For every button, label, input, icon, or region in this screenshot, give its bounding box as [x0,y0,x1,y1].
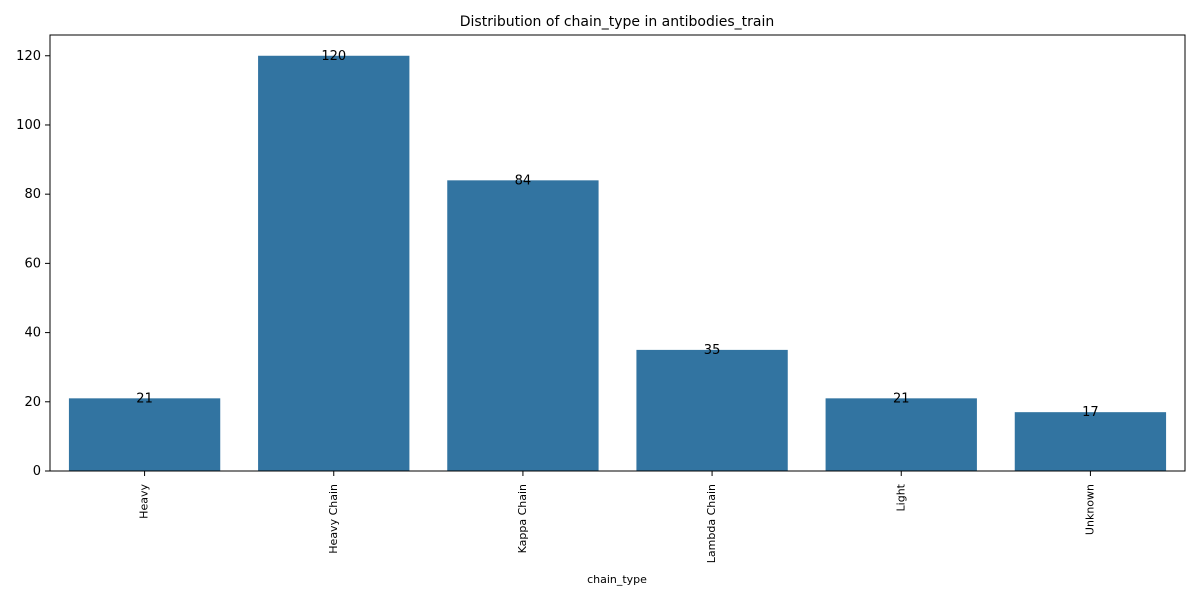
plot-frame [49,34,1186,472]
bar-kappa-chain [447,180,599,471]
x-tick-label: Light [894,483,907,511]
chart-title: Distribution of chain_type in antibodies… [460,14,774,30]
x-tick-label: Lambda Chain [705,484,718,563]
y-tick-label: 60 [24,256,41,271]
y-tick-label: 0 [33,464,41,479]
data-label: 120 [321,49,346,64]
data-labels-layer: 21 120 84 35 21 17 [136,49,1098,420]
y-tick-label: 20 [24,395,41,410]
x-tick-label: Unknown [1083,484,1096,535]
x-tick-label: Heavy Chain [327,484,340,554]
y-axis: 0 20 40 60 80 100 120 [16,49,50,479]
x-tick-label: Heavy [138,484,151,519]
y-tick-label: 100 [16,118,41,133]
data-label: 17 [1082,405,1099,420]
bar-heavy-chain [258,55,410,471]
y-tick-label: 40 [24,326,41,341]
data-label: 21 [893,391,910,406]
data-label: 84 [515,173,532,188]
data-label: 35 [704,343,721,358]
bars-layer [68,55,1167,471]
x-axis: Heavy Heavy Chain Kappa Chain Lambda Chain L… [138,471,1096,563]
y-tick-label: 80 [24,187,41,202]
data-label: 21 [136,391,153,406]
x-axis-label: chain_type [587,573,647,586]
y-tick-label: 120 [16,49,41,64]
x-tick-label: Kappa Chain [516,484,529,553]
bar-lambda-chain [636,349,788,471]
bar-heavy [68,398,221,471]
bar-unknown [1014,412,1167,471]
bar-light [825,398,977,471]
